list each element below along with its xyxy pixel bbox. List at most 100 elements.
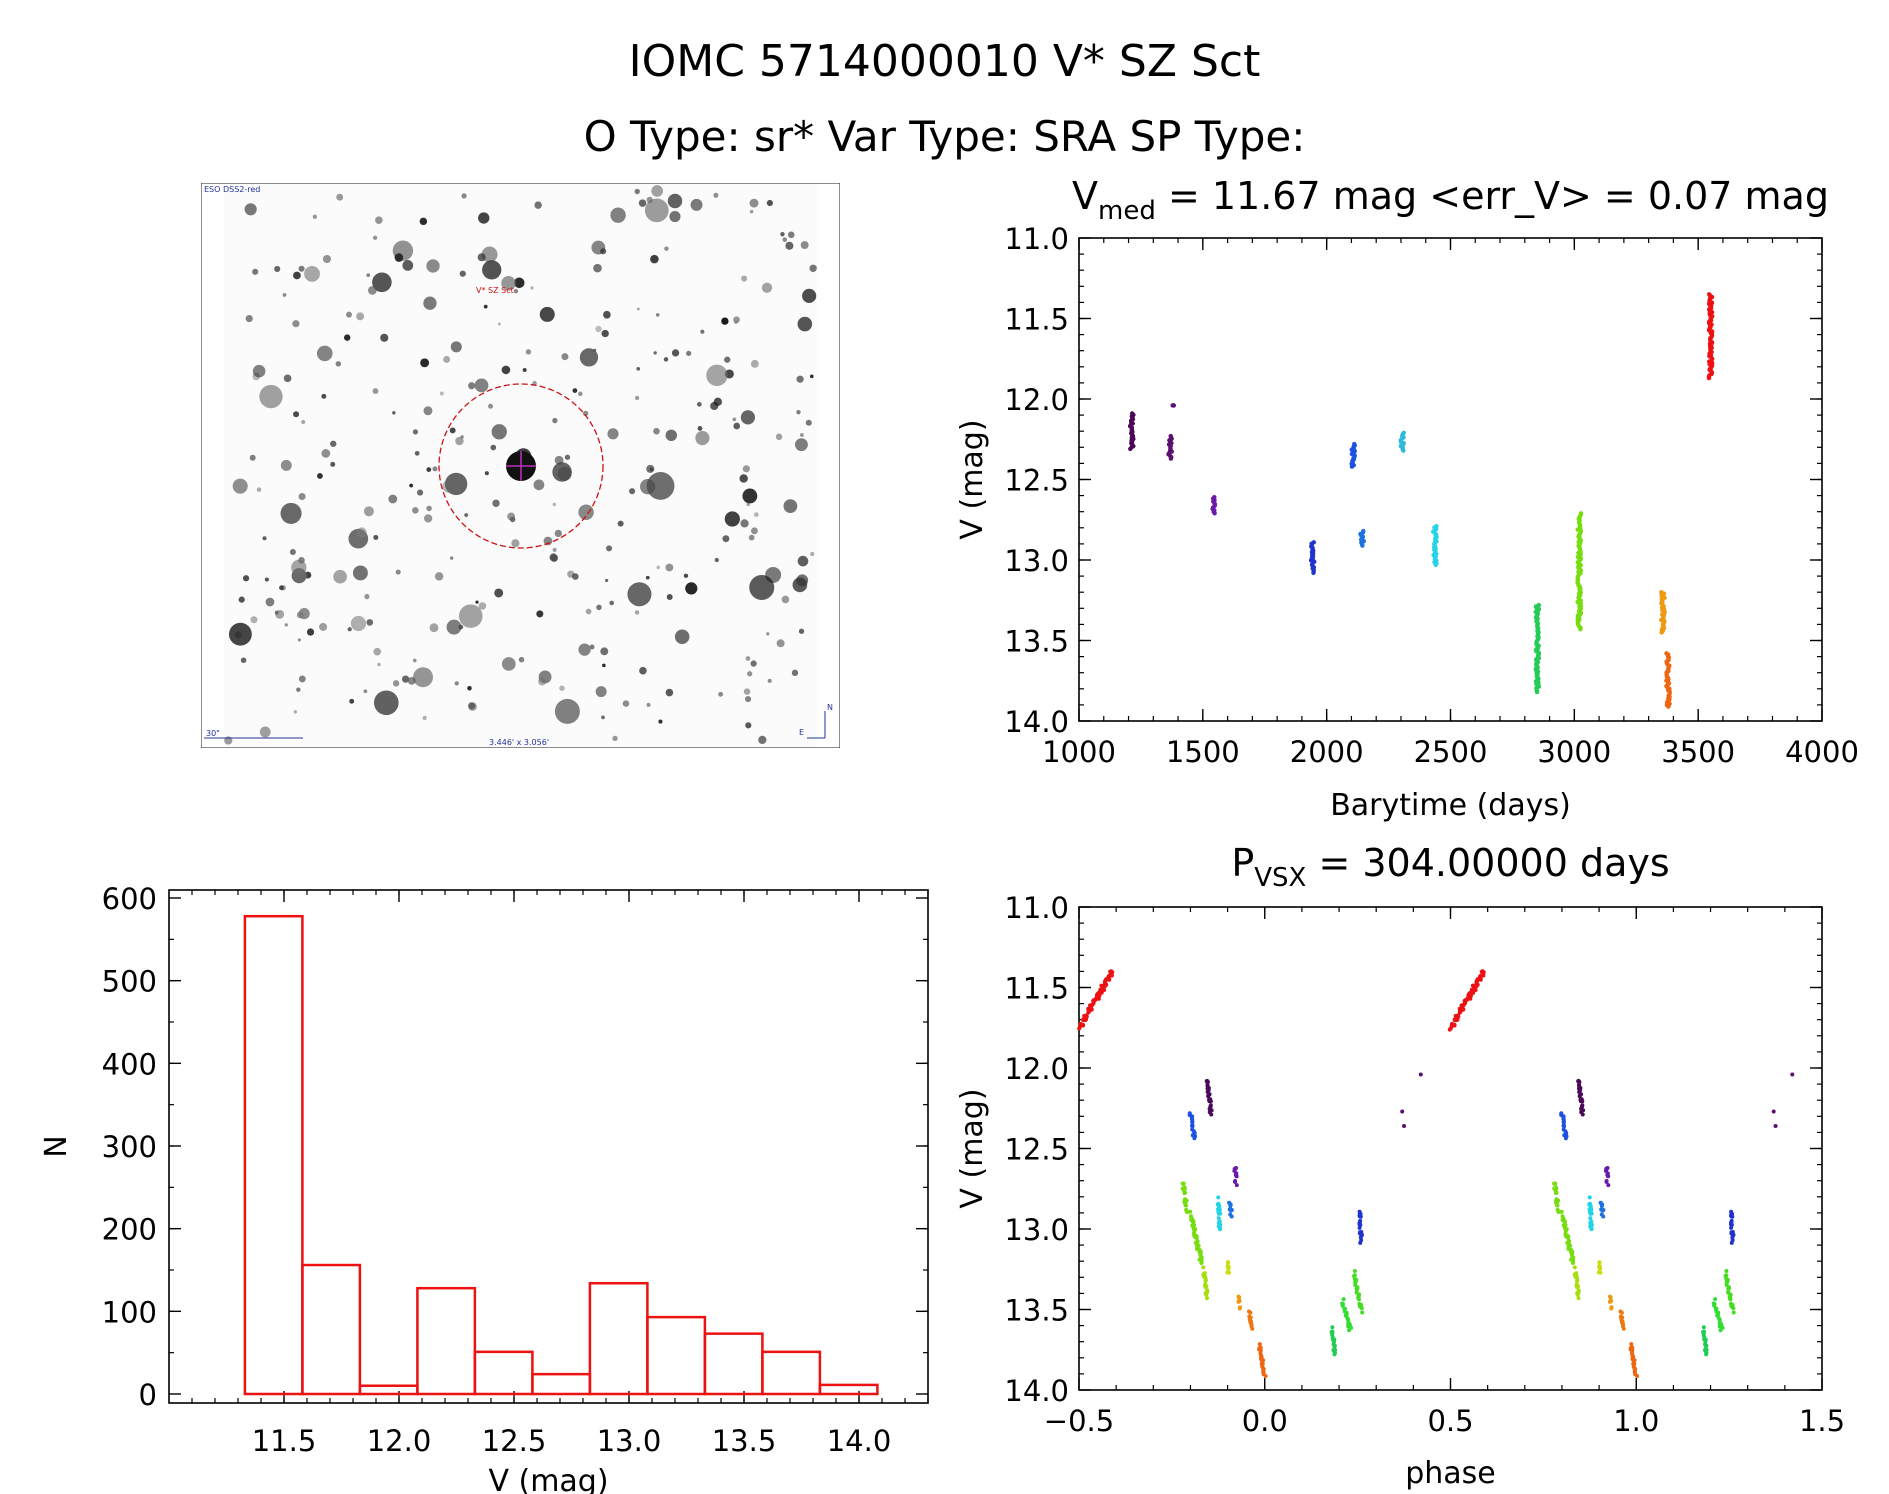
phased-point: [1187, 1209, 1192, 1214]
lightcurve-point: [1212, 511, 1217, 516]
star: [785, 241, 794, 250]
histogram-x-tick-label: 14.0: [827, 1424, 892, 1458]
phased-y-tick-label: 11.0: [1004, 891, 1069, 925]
phased-point: [1609, 1306, 1614, 1311]
star: [256, 487, 262, 492]
lightcurve-ylabel: V (mag): [955, 419, 990, 539]
phased-point: [1632, 1358, 1637, 1363]
phased-point: [1360, 1310, 1365, 1315]
star: [259, 726, 271, 738]
star: [298, 608, 310, 620]
phased-point: [1629, 1342, 1634, 1347]
phased-xlabel: phase: [1405, 1456, 1496, 1491]
star: [775, 433, 783, 441]
star: [468, 382, 476, 390]
phased-point: [1330, 1325, 1335, 1330]
star: [356, 527, 367, 538]
phased-point: [1353, 1280, 1358, 1285]
star: [283, 374, 292, 383]
histogram-x-tick-label: 11.5: [252, 1424, 317, 1458]
lightcurve-x-tick-label: 2500: [1414, 735, 1488, 769]
histogram-y-tick-label: 0: [139, 1378, 157, 1412]
phased-point: [1357, 1292, 1362, 1297]
phased-point: [1209, 1112, 1214, 1117]
phased-point: [1596, 1270, 1601, 1275]
star: [478, 602, 487, 610]
phased-point: [1183, 1203, 1188, 1208]
star: [636, 307, 640, 311]
star: [634, 610, 640, 615]
star: [639, 666, 647, 675]
star: [372, 272, 392, 293]
phased-point: [1191, 1219, 1196, 1224]
star: [321, 393, 327, 399]
phased-point: [1234, 1174, 1239, 1179]
target-label: V* SZ Sct: [476, 286, 514, 295]
phased-point: [1461, 1003, 1466, 1008]
phased-point: [1575, 1285, 1580, 1290]
phased-point: [1588, 1204, 1593, 1209]
star: [552, 502, 557, 507]
phased-point: [1344, 1310, 1349, 1315]
star: [739, 474, 748, 483]
phased-point: [1553, 1181, 1558, 1186]
phased-point: [1773, 1123, 1778, 1128]
phased-point: [1193, 1227, 1198, 1232]
star: [802, 288, 817, 303]
phased-point: [1471, 990, 1476, 995]
phased-point: [1418, 1072, 1423, 1077]
star: [352, 565, 368, 581]
phased-y-tick-label: 12.0: [1004, 1052, 1069, 1086]
phased-ylabel: V (mag): [955, 1088, 990, 1208]
phased-point: [1205, 1078, 1210, 1083]
phased-point: [1402, 1123, 1407, 1128]
phased-point: [1703, 1337, 1708, 1342]
star: [753, 512, 759, 517]
star: [423, 296, 437, 310]
star: [799, 433, 804, 437]
star: [259, 384, 283, 409]
star: [264, 577, 269, 582]
star: [740, 519, 749, 528]
star: [392, 411, 396, 415]
star: [582, 410, 589, 417]
star: [589, 644, 595, 650]
star: [446, 619, 462, 635]
star: [293, 411, 300, 418]
phased-point: [1344, 1314, 1349, 1319]
histogram-bar: [416, 1286, 477, 1396]
phased-point: [1574, 1279, 1579, 1284]
phased-point: [1347, 1321, 1352, 1326]
star: [375, 216, 383, 225]
histogram-y-tick-label: 200: [102, 1213, 157, 1247]
star: [733, 422, 741, 430]
star: [749, 209, 754, 214]
phased-point: [1216, 1216, 1221, 1221]
star: [658, 719, 663, 724]
star: [372, 235, 378, 240]
star: [298, 265, 305, 272]
phased-point: [1183, 1190, 1188, 1195]
lightcurve-point: [1534, 689, 1540, 695]
phased-point: [1452, 1022, 1457, 1027]
star: [552, 462, 572, 482]
star: [426, 259, 440, 273]
size-label: 3.446' x 3.056': [489, 738, 549, 747]
phased-point: [1332, 1337, 1337, 1342]
star: [450, 556, 454, 560]
star: [238, 596, 245, 603]
star: [426, 505, 432, 512]
star: [627, 582, 652, 607]
phased-y-tick-label: 13.5: [1004, 1294, 1069, 1328]
phased-point: [1716, 1310, 1721, 1315]
phased-point: [1724, 1269, 1729, 1274]
phased-point: [1481, 970, 1486, 975]
lightcurve-x-tick-label: 4000: [1785, 735, 1859, 769]
phased-point: [1359, 1238, 1364, 1243]
phased-point: [1729, 1225, 1734, 1230]
phased-point: [1226, 1266, 1231, 1271]
star: [685, 582, 698, 595]
lightcurve-point: [1401, 448, 1406, 453]
star: [653, 427, 660, 435]
phased-point: [1731, 1306, 1736, 1311]
